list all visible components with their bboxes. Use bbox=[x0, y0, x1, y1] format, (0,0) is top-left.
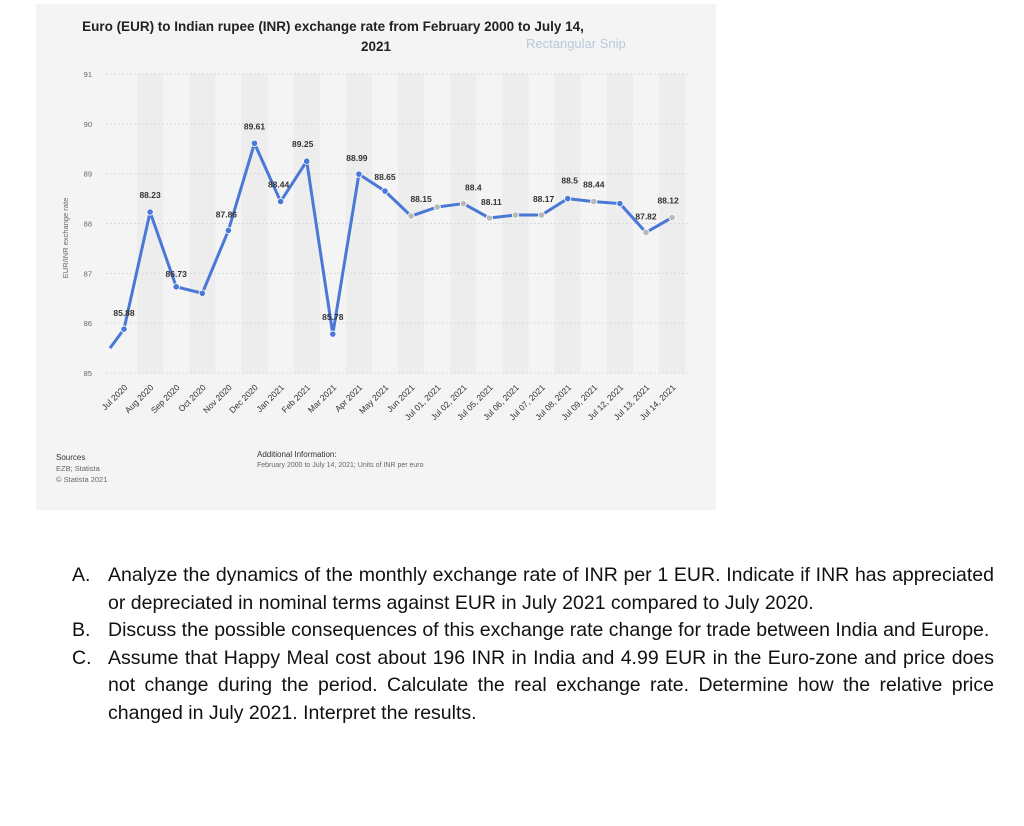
data-label: 89.61 bbox=[244, 121, 266, 131]
data-point bbox=[537, 211, 546, 219]
data-label: 88.11 bbox=[481, 197, 502, 207]
y-tick-label: 88 bbox=[84, 220, 92, 229]
data-label: 88.4 bbox=[465, 183, 482, 193]
data-point bbox=[381, 187, 389, 195]
question-c-text: Assume that Happy Meal cost about 196 IN… bbox=[108, 646, 994, 724]
data-point bbox=[120, 325, 128, 333]
y-tick-label: 91 bbox=[84, 70, 92, 79]
data-label: 88.17 bbox=[533, 194, 555, 204]
data-points bbox=[120, 139, 676, 338]
data-point bbox=[172, 283, 180, 291]
data-point bbox=[198, 289, 206, 297]
data-point bbox=[407, 212, 415, 220]
y-tick-label: 90 bbox=[84, 120, 92, 129]
data-point bbox=[277, 197, 285, 206]
question-c: C. Assume that Happy Meal cost about 196… bbox=[72, 645, 994, 728]
x-tick-label: Sep 2020 bbox=[149, 382, 182, 415]
data-point bbox=[668, 213, 676, 222]
data-point bbox=[511, 211, 520, 219]
data-point bbox=[355, 170, 363, 178]
sources-heading: Sources bbox=[56, 453, 85, 462]
question-c-letter: C. bbox=[72, 646, 92, 669]
sources-line-1: EZB; Statista bbox=[56, 464, 101, 473]
question-a: A. Analyze the dynamics of the monthly e… bbox=[72, 562, 994, 617]
question-b-letter: B. bbox=[72, 619, 91, 641]
grid-layer bbox=[106, 73, 688, 374]
data-label: 88.99 bbox=[346, 153, 368, 163]
data-label: 85.88 bbox=[113, 308, 135, 318]
data-point bbox=[459, 199, 467, 208]
additional-info-heading: Additional Information: bbox=[257, 450, 337, 459]
chart-title-line-2: 2021 bbox=[361, 39, 392, 54]
data-labels: 85.88 88.23 86.73 87.86 89.61 88.44 89.25 85.78… bbox=[113, 121, 679, 322]
data-label: 88.12 bbox=[657, 196, 679, 206]
data-label: 88.44 bbox=[268, 180, 290, 190]
data-label: 88.23 bbox=[139, 190, 161, 200]
data-point bbox=[642, 228, 650, 237]
ghost-snip-text: Rectangular Snip bbox=[526, 36, 626, 51]
data-label: 86.73 bbox=[166, 269, 188, 279]
data-label: 89.25 bbox=[292, 139, 314, 149]
data-point bbox=[250, 139, 259, 147]
x-tick-label: Dec 2020 bbox=[227, 382, 260, 415]
additional-info-text: February 2000 to July 14, 2021; Units of… bbox=[257, 462, 424, 469]
data-point bbox=[224, 226, 232, 235]
chart-title-line-1: Euro (EUR) to Indian rupee (INR) exchang… bbox=[82, 19, 584, 34]
chart-panel: Rectangular Snip Euro (EUR) to Indian ru… bbox=[36, 4, 716, 510]
question-b: B. Discuss the possible consequences of … bbox=[72, 617, 994, 645]
sources-line-2: © Statista 2021 bbox=[56, 475, 107, 484]
data-point bbox=[616, 199, 624, 208]
data-point bbox=[485, 214, 493, 222]
data-label: 87.86 bbox=[216, 209, 238, 219]
question-a-letter: A. bbox=[72, 564, 91, 586]
data-point bbox=[564, 194, 572, 203]
y-axis-label: EUR/INR exchange rate bbox=[61, 198, 70, 278]
y-tick-label: 85 bbox=[84, 369, 92, 378]
data-point bbox=[329, 330, 337, 338]
data-label: 87.82 bbox=[635, 211, 657, 221]
question-a-text: Analyze the dynamics of the monthly exch… bbox=[108, 564, 994, 614]
x-tick-label: Mar 2021 bbox=[306, 382, 339, 415]
y-tick-labels: 85 86 87 88 89 90 91 bbox=[84, 70, 92, 378]
data-point bbox=[146, 208, 154, 216]
data-point bbox=[303, 157, 311, 165]
data-label: 88.44 bbox=[583, 180, 605, 190]
data-label: 85.78 bbox=[322, 312, 344, 322]
data-label: 88.65 bbox=[374, 172, 396, 182]
y-tick-label: 86 bbox=[84, 319, 92, 328]
data-label: 88.5 bbox=[561, 176, 578, 186]
data-point bbox=[590, 197, 598, 206]
line-chart: Rectangular Snip Euro (EUR) to Indian ru… bbox=[56, 19, 688, 484]
question-list: A. Analyze the dynamics of the monthly e… bbox=[72, 562, 994, 727]
data-label: 88.15 bbox=[410, 194, 432, 204]
data-point bbox=[433, 203, 441, 211]
y-tick-label: 89 bbox=[84, 170, 92, 179]
y-tick-label: 87 bbox=[84, 269, 92, 278]
question-b-text: Discuss the possible consequences of thi… bbox=[108, 619, 990, 641]
